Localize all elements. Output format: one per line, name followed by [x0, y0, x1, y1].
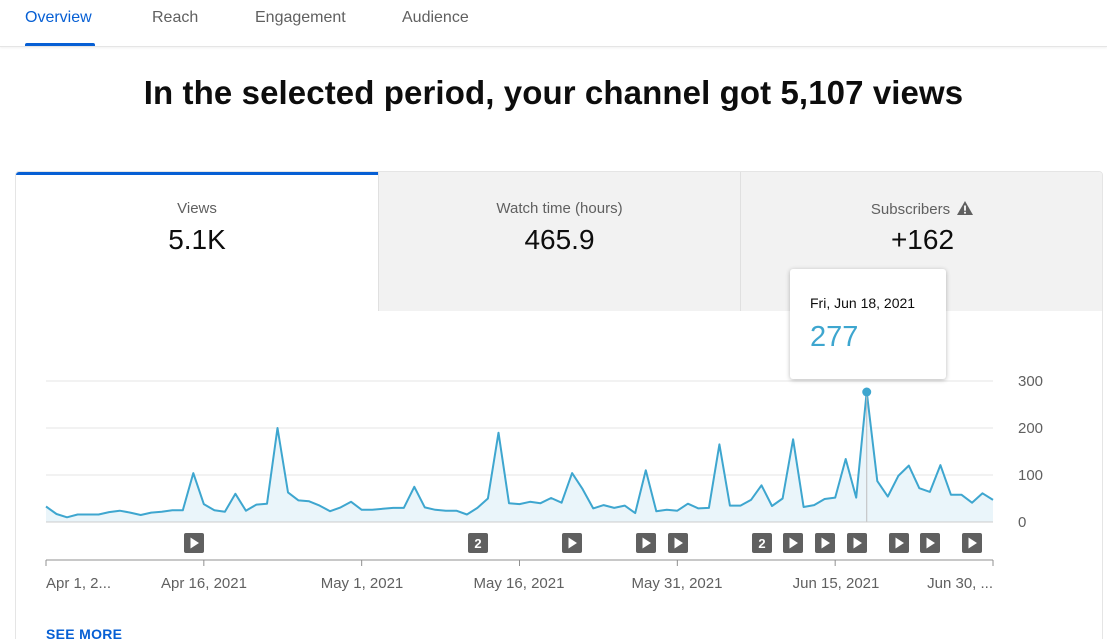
play-icon	[895, 537, 904, 549]
metric-watch-time[interactable]: Watch time (hours) 465.9	[378, 172, 740, 311]
video-group-marker	[468, 533, 488, 553]
tab-engagement[interactable]: Engagement	[255, 9, 346, 26]
play-icon	[674, 537, 683, 549]
play-icon	[568, 537, 577, 549]
x-tick-label: May 1, 2021	[321, 575, 404, 592]
x-tick-label: Jun 30, ...	[927, 575, 993, 592]
video-group-marker	[752, 533, 772, 553]
series-line	[45, 390, 994, 519]
metric-label: Watch time (hours)	[496, 200, 623, 217]
play-icon	[926, 537, 935, 549]
tooltip-date: Fri, Jun 18, 2021	[810, 295, 916, 311]
y-tick-label: 0	[1018, 514, 1026, 531]
x-tick-label: Apr 1, 2...	[46, 575, 111, 592]
metric-value: 465.9	[524, 224, 595, 255]
y-tick-label: 200	[1018, 420, 1043, 437]
metric-label: Subscribers	[870, 201, 951, 218]
metric-label: Views	[177, 200, 217, 217]
warning-icon[interactable]	[956, 200, 974, 220]
x-tick-label: Jun 15, 2021	[793, 575, 880, 592]
play-icon	[968, 537, 977, 549]
x-tick-label: May 16, 2021	[474, 575, 565, 592]
play-icon	[853, 537, 862, 549]
metric-label-row: Subscribers	[741, 200, 1102, 220]
play-icon	[821, 537, 830, 549]
series-area	[46, 391, 993, 522]
analytics-tabs: Overview Reach Engagement Audience	[0, 0, 1107, 47]
tab-reach[interactable]: Reach	[152, 9, 199, 26]
tab-overview[interactable]: Overview	[25, 9, 92, 26]
play-icon	[789, 537, 798, 549]
y-tick-label: 100	[1018, 467, 1043, 484]
x-tick-label: Apr 16, 2021	[161, 575, 247, 592]
video-group-count: 2	[474, 536, 481, 551]
metric-value: 5.1K	[168, 224, 226, 255]
active-metric-indicator	[16, 172, 378, 175]
active-tab-indicator	[25, 43, 95, 46]
hover-point	[862, 387, 872, 397]
tab-audience[interactable]: Audience	[402, 9, 469, 26]
tooltip-value: 277	[810, 321, 859, 353]
video-group-count: 2	[758, 536, 765, 551]
play-icon	[190, 537, 199, 549]
metric-value: +162	[890, 224, 955, 255]
see-more-link[interactable]: SEE MORE	[46, 626, 123, 639]
chart-tooltip: Fri, Jun 18, 2021 277	[790, 269, 946, 379]
page-headline: In the selected period, your channel got…	[143, 74, 964, 111]
x-tick-label: May 31, 2021	[632, 575, 723, 592]
play-icon	[642, 537, 651, 549]
overview-card: Views 5.1K Watch time (hours) 465.9 Subs…	[15, 171, 1103, 639]
metric-views[interactable]: Views 5.1K	[16, 172, 378, 311]
y-tick-label: 300	[1018, 373, 1043, 390]
